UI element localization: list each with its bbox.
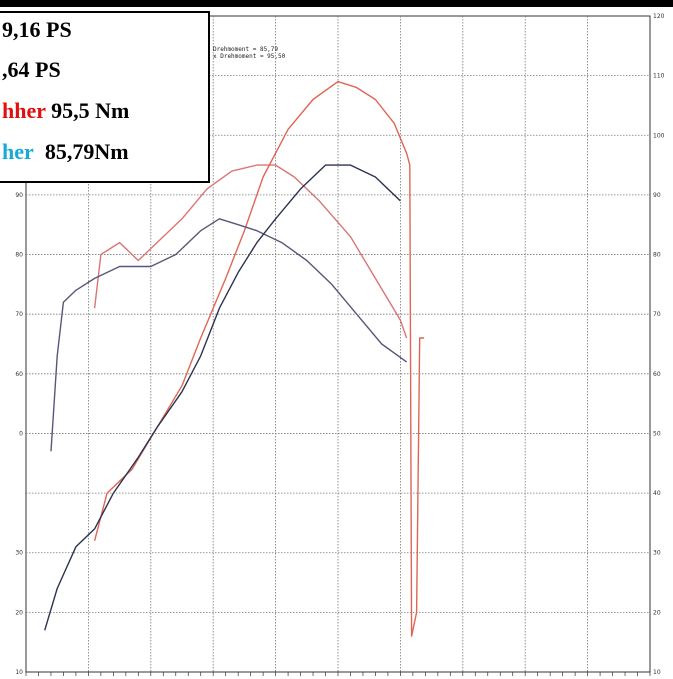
top-border [0, 0, 673, 7]
series-lines [44, 80, 425, 637]
right-tick-label: 10 [653, 669, 661, 676]
right-tick-label: 120 [653, 13, 665, 20]
legend-line-1: 9,16 PS [2, 17, 72, 43]
right-tick-label: 20 [653, 609, 661, 616]
legend-box: 9,16 PS ,64 PS hher 95,5 Nm her 85,79Nm [0, 11, 210, 183]
right-tick-label: 90 [653, 192, 661, 199]
annotation-line-2: x Drehmoment = 95,50 [213, 53, 286, 60]
grid [25, 15, 651, 676]
left-axis-ticks: 90 80 70 60 0 30 20 10 [15, 192, 23, 676]
annotation-line-1: Drehmoment = 85,79 [213, 46, 279, 53]
legend-value-2: ,64 PS [2, 57, 61, 82]
left-tick-label: 60 [15, 371, 23, 378]
right-tick-label: 60 [653, 371, 661, 378]
left-tick-label: 30 [15, 550, 23, 557]
right-tick-label: 50 [653, 430, 661, 437]
series-line-4 [44, 164, 401, 631]
right-tick-label: 40 [653, 490, 661, 497]
right-tick-label: 100 [653, 132, 665, 139]
right-tick-label: 30 [653, 550, 661, 557]
right-tick-label: 80 [653, 252, 661, 259]
right-tick-label: 110 [653, 73, 665, 80]
left-tick-label: 10 [15, 669, 23, 676]
left-tick-label: 0 [19, 430, 23, 437]
right-tick-label: 70 [653, 311, 661, 318]
legend-label-3: hher [2, 98, 46, 123]
legend-line-4: her 85,79Nm [2, 139, 129, 165]
legend-label-4: her [2, 139, 34, 164]
series-line-1 [93, 164, 408, 339]
right-axis-ticks: 120 110 100 90 80 70 60 50 40 30 20 10 [653, 13, 665, 676]
series-line-2 [93, 80, 425, 637]
series-line-3 [50, 218, 408, 452]
left-tick-label: 70 [15, 311, 23, 318]
left-tick-label: 80 [15, 252, 23, 259]
legend-line-2: ,64 PS [2, 57, 61, 83]
left-tick-label: 20 [15, 609, 23, 616]
chart-annotation: Drehmoment = 85,79 x Drehmoment = 95,50 [213, 46, 285, 60]
legend-value-4: 85,79Nm [44, 139, 129, 164]
left-tick-label: 90 [15, 192, 23, 199]
legend-value-3: 95,5 Nm [51, 98, 130, 123]
legend-line-3: hher 95,5 Nm [2, 98, 129, 124]
legend-value-1: 9,16 PS [2, 17, 72, 42]
